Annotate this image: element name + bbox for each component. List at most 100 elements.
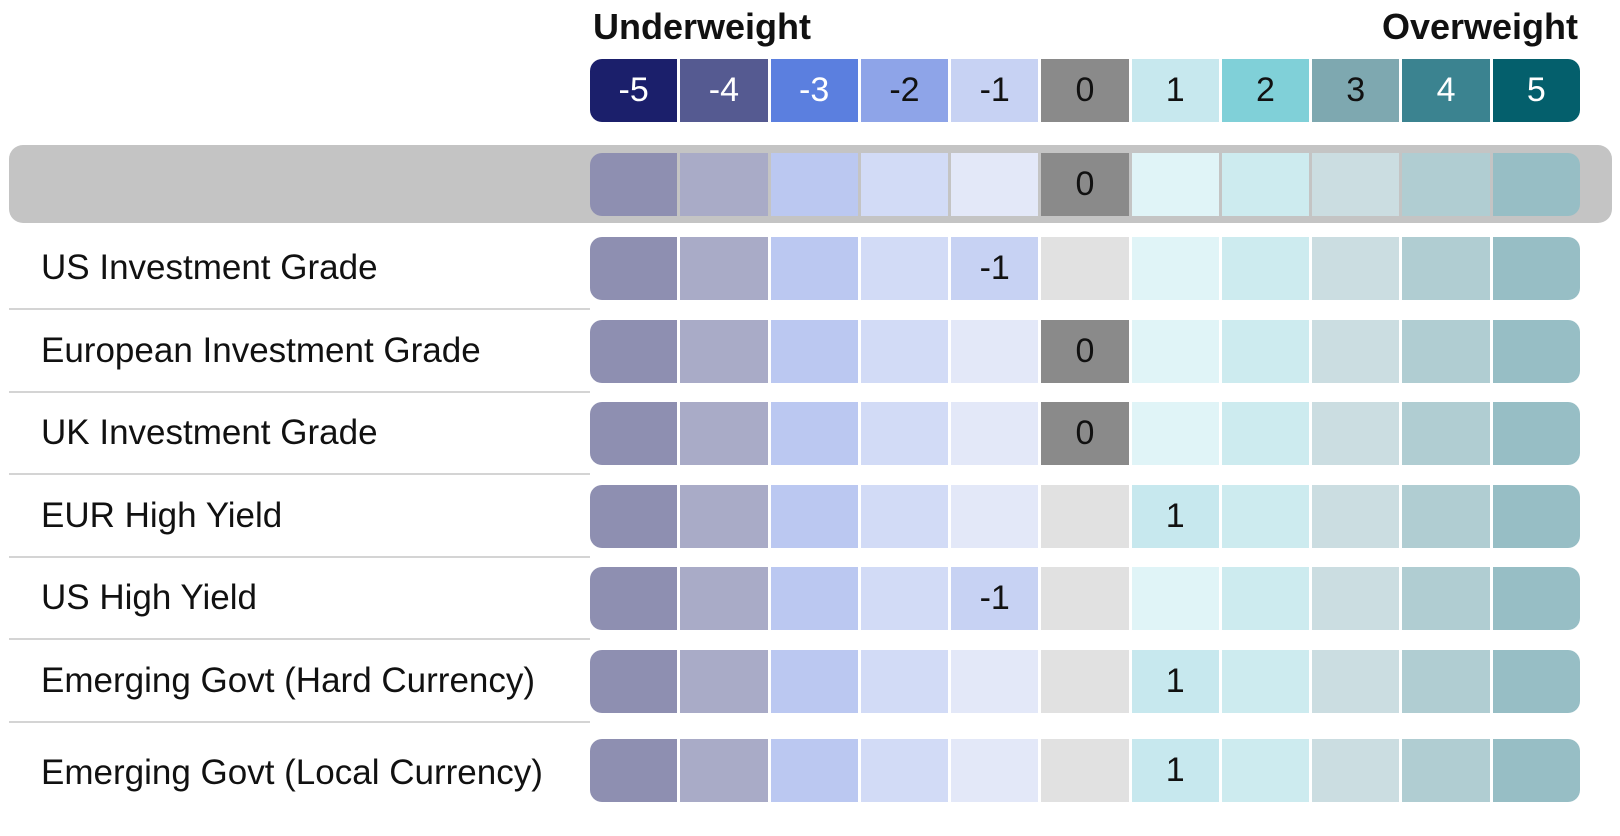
rating-cell — [680, 320, 768, 383]
rating-cell — [1041, 485, 1129, 548]
rating-marker: 1 — [1131, 739, 1219, 802]
rating-marker: 0 — [1041, 402, 1129, 465]
rating-cell — [1041, 237, 1129, 300]
rating-cell — [1221, 567, 1310, 630]
rating-cell — [951, 485, 1039, 548]
rating-cell — [1131, 567, 1219, 630]
rating-cell — [1312, 485, 1400, 548]
rating-cell — [770, 237, 858, 300]
rating-cell — [1492, 402, 1580, 465]
rating-cell — [1221, 402, 1310, 465]
rating-cell — [770, 153, 858, 216]
rating-cell — [1402, 320, 1490, 383]
rating-cell — [1492, 153, 1580, 216]
rating-cell — [1402, 650, 1490, 713]
rating-cell — [1492, 567, 1580, 630]
rating-cell — [860, 567, 949, 630]
row-rating-track: 1 — [590, 650, 1580, 713]
rating-cell — [1492, 650, 1580, 713]
rating-cell — [951, 153, 1039, 216]
rating-cell — [1131, 402, 1219, 465]
row-label: US Investment Grade — [9, 227, 590, 310]
overweight-label: Overweight — [1381, 6, 1578, 47]
rating-cell — [680, 567, 768, 630]
rating-cell — [1492, 320, 1580, 383]
rating-cell — [770, 650, 858, 713]
rating-cell — [860, 402, 949, 465]
row-label: Emerging Govt (Local Currency) — [41, 752, 543, 792]
rating-cell — [860, 153, 949, 216]
rating-marker: -1 — [951, 567, 1039, 630]
rating-cell — [1312, 320, 1400, 383]
row-label: UK Investment Grade — [9, 392, 590, 475]
scale-cell: 0 — [1041, 59, 1129, 122]
rating-cell — [1492, 485, 1580, 548]
rating-cell — [1492, 739, 1580, 802]
rating-cell — [590, 650, 678, 713]
rating-cell — [1492, 237, 1580, 300]
row-rating-track: 1 — [590, 485, 1580, 548]
scale-cell: 5 — [1492, 59, 1580, 122]
scale-cell: 3 — [1312, 59, 1400, 122]
rating-cell — [590, 739, 678, 802]
row-rating-track: 0 — [590, 402, 1580, 465]
scale-cell: -3 — [770, 59, 858, 122]
rating-cell — [680, 153, 768, 216]
rating-cell — [1041, 567, 1129, 630]
rating-cell — [770, 739, 858, 802]
rating-cell — [1312, 237, 1400, 300]
rating-cell — [1402, 567, 1490, 630]
rating-cell — [860, 485, 949, 548]
rating-cell — [590, 320, 678, 383]
row-rating-track: 0 — [590, 320, 1580, 383]
rating-cell — [860, 320, 949, 383]
rating-cell — [1312, 650, 1400, 713]
rating-cell — [770, 402, 858, 465]
row-label: EUR High Yield — [9, 475, 590, 558]
rating-cell — [1402, 153, 1490, 216]
rating-cell — [770, 567, 858, 630]
scale-cell: 4 — [1402, 59, 1490, 122]
rating-cell — [1221, 153, 1310, 216]
rating-cell — [951, 650, 1039, 713]
rating-cell — [1221, 237, 1310, 300]
rating-cell — [1041, 650, 1129, 713]
rating-cell — [951, 402, 1039, 465]
overall-row-track: 0 — [590, 153, 1580, 216]
rating-cell — [860, 237, 949, 300]
scale-cell: 1 — [1131, 59, 1219, 122]
rating-marker: 0 — [1041, 320, 1129, 383]
rating-marker: -1 — [951, 237, 1039, 300]
rating-cell — [1131, 320, 1219, 383]
scale-legend: -5 -4 -3 -2 -1 0 1 2 3 4 5 — [590, 59, 1580, 122]
rating-cell — [680, 650, 768, 713]
rating-cell — [590, 567, 678, 630]
rating-cell — [1402, 402, 1490, 465]
rating-cell — [1221, 320, 1310, 383]
rating-cell — [1312, 402, 1400, 465]
scale-cell: -1 — [951, 59, 1039, 122]
rating-cell — [590, 402, 678, 465]
row-label: European Investment Grade — [9, 310, 590, 393]
rating-cell — [860, 650, 949, 713]
rating-cell — [1221, 650, 1310, 713]
rating-cell — [1402, 485, 1490, 548]
rating-cell — [1131, 237, 1219, 300]
rating-cell — [680, 237, 768, 300]
rating-cell — [1221, 739, 1310, 802]
rating-cell — [1312, 739, 1400, 802]
row-rating-track: -1 — [590, 237, 1580, 300]
scale-cell: -4 — [680, 59, 768, 122]
row-rating-track: -1 — [590, 567, 1580, 630]
rating-cell — [1312, 153, 1400, 216]
rating-marker: 1 — [1131, 650, 1219, 713]
rating-marker: 0 — [1041, 153, 1129, 216]
rating-cell — [1221, 485, 1310, 548]
row-rating-track: 1 — [590, 739, 1580, 802]
rating-cell — [590, 237, 678, 300]
scale-cell: -5 — [590, 59, 678, 122]
rating-cell — [1312, 567, 1400, 630]
rating-cell — [680, 402, 768, 465]
row-label: Emerging Govt (Hard Currency) — [9, 640, 590, 723]
rating-cell — [590, 153, 678, 216]
